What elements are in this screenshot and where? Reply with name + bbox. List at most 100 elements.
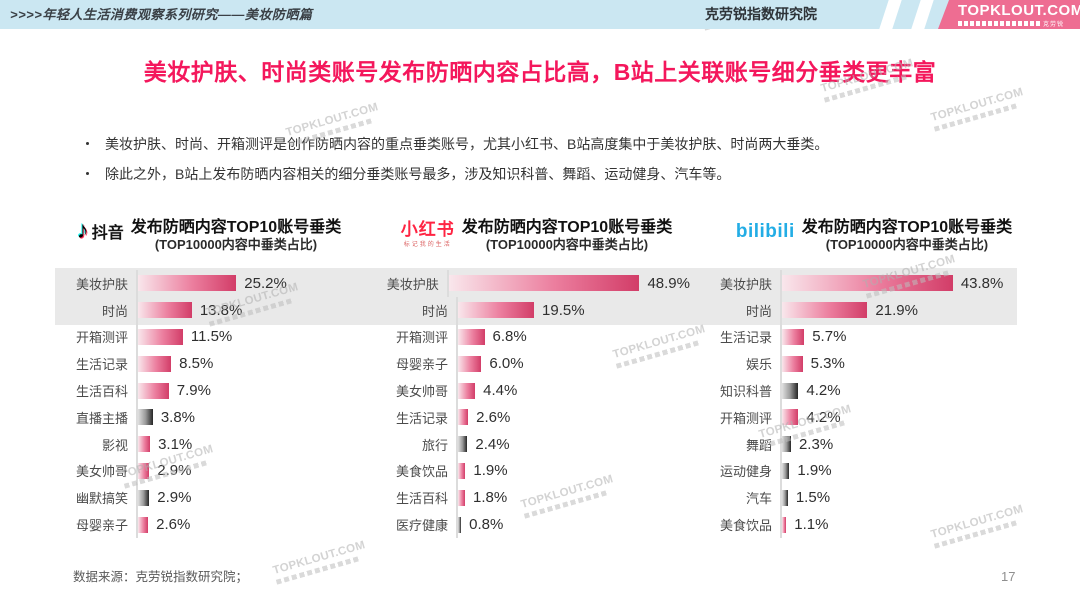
category-label: 开箱测评 [719, 410, 772, 426]
value-label: 7.9% [176, 382, 211, 400]
bar-area: 1.9% [780, 457, 1055, 485]
value-label: 48.9% [647, 274, 690, 292]
bullet-item: 美妆护肤、时尚、开箱测评是创作防晒内容的重点垂类账号，尤其小红书、B站高度集中于… [86, 134, 1006, 154]
bar-area: 1.8% [456, 484, 690, 512]
value-label: 1.8% [473, 489, 508, 507]
value-bar [782, 355, 803, 372]
top-bar: >>>>年轻人生活消费观察系列研究——美妆防晒篇 克劳锐指数研究院 TOPKLO… [0, 0, 1080, 29]
value-bar [458, 355, 482, 372]
chart-row: 直播主播 3.8% [40, 403, 378, 431]
category-label: 生活记录 [75, 357, 128, 373]
category-label: 汽车 [745, 491, 772, 507]
bar-area: 2.9% [136, 484, 378, 512]
category-label: 美女帅哥 [75, 464, 128, 480]
bar-area: 48.9% [446, 270, 690, 297]
xiaohongshu-tagline: 标记我的生活 [403, 242, 452, 248]
value-bar [138, 328, 183, 345]
value-bar [458, 516, 462, 533]
chart-row: 生活记录 2.6% [383, 403, 690, 431]
category-label: 美妆护肤 [386, 276, 439, 292]
value-label: 11.5% [190, 328, 233, 346]
category-label: 生活百科 [395, 491, 448, 507]
category-label: 影视 [101, 437, 128, 453]
category-label: 时尚 [101, 303, 128, 319]
value-label: 2.9% [157, 462, 192, 480]
bar-area: 4.4% [456, 377, 690, 404]
douyin-note-icon: ♪ [76, 217, 89, 244]
category-label: 开箱测评 [395, 330, 448, 346]
data-source-note: 数据来源：克劳锐指数研究院； [73, 570, 249, 584]
value-bar [138, 302, 192, 319]
category-label: 时尚 [421, 303, 448, 319]
chart-row: 幽默搞笑 2.9% [40, 484, 378, 512]
value-label: 3.8% [160, 408, 196, 426]
bullet-text: 美妆护肤、时尚、开箱测评是创作防晒内容的重点垂类账号，尤其小红书、B站高度集中于… [105, 136, 829, 152]
value-label: 13.8% [199, 301, 243, 319]
bar-area: 1.1% [780, 511, 1055, 538]
value-label: 2.9% [157, 489, 192, 507]
chart-subtitle: (TOP10000内容中垂类占比) [485, 237, 649, 252]
category-label: 运动健身 [719, 464, 772, 480]
topklout-logo: TOPKLOUT.COM 克劳锐 [938, 0, 1080, 29]
category-label: 生活记录 [395, 410, 448, 426]
value-bar [782, 382, 799, 399]
category-label: 直播主播 [75, 410, 128, 426]
tagline-strip [958, 21, 1040, 26]
bar-area: 5.3% [780, 350, 1055, 378]
topklout-logo-text: TOPKLOUT.COM [958, 2, 1080, 19]
value-bar [782, 409, 799, 426]
bar-area: 11.5% [136, 323, 378, 351]
bar-area: 2.4% [456, 430, 690, 458]
value-label: 43.8% [960, 274, 1004, 292]
bar-area: 13.8% [136, 296, 378, 324]
bar-area: 25.2% [136, 270, 378, 297]
value-bar [138, 409, 153, 426]
watermark: TOPKLOUT.COM [271, 535, 369, 585]
value-bar [138, 275, 237, 292]
chart-xiaohongshu: 小红书 标记我的生活 发布防晒内容TOP10账号垂类 (TOP10000内容中垂… [383, 218, 690, 538]
value-bar [138, 489, 150, 506]
chart-row: 美食饮品 1.1% [693, 511, 1055, 538]
bar-area: 3.8% [136, 403, 378, 431]
chart-rows: 美妆护肤 43.8% 时尚 21.9% 生活记录 5.7% 娱乐 5.3% 知识科普 4.2% 开箱… [693, 270, 1055, 538]
category-label: 舞蹈 [745, 437, 772, 453]
chart-row: 时尚 21.9% [693, 296, 1055, 324]
chart-row: 开箱测评 4.2% [693, 403, 1055, 431]
value-bar [458, 409, 469, 426]
chart-row: 美女帅哥 4.4% [383, 377, 690, 404]
value-label: 21.9% [875, 301, 918, 319]
value-bar [782, 462, 790, 479]
value-bar [782, 436, 791, 453]
chart-bilibili: bilibili 发布防晒内容TOP10账号垂类 (TOP10000内容中垂类占… [693, 218, 1055, 538]
chart-row: 时尚 19.5% [383, 296, 690, 324]
bar-area: 2.6% [136, 511, 378, 538]
category-label: 开箱测评 [75, 330, 128, 346]
category-label: 娱乐 [745, 357, 772, 373]
chart-row: 美食饮品 1.9% [383, 457, 690, 485]
chart-row: 开箱测评 11.5% [40, 323, 378, 351]
chart-row: 汽车 1.5% [693, 484, 1055, 512]
bar-area: 2.3% [780, 430, 1055, 458]
douyin-logo: ♪ 抖音 [77, 218, 124, 244]
value-bar [458, 462, 466, 479]
value-bar [782, 302, 868, 319]
chart-row: 生活记录 5.7% [693, 323, 1055, 351]
value-bar [138, 382, 169, 399]
category-label: 美妆护肤 [719, 276, 772, 292]
diagonal-stripe [911, 0, 934, 29]
bar-area: 4.2% [780, 403, 1055, 431]
bar-area: 21.9% [780, 296, 1055, 324]
chart-row: 医疗健康 0.8% [383, 511, 690, 538]
value-label: 2.6% [476, 408, 511, 426]
value-label: 2.4% [475, 435, 510, 453]
value-bar [458, 328, 485, 345]
chart-row: 母婴亲子 2.6% [40, 511, 378, 538]
chart-row: 舞蹈 2.3% [693, 430, 1055, 458]
bar-area: 8.5% [136, 350, 378, 378]
value-bar [138, 516, 149, 533]
category-label: 美妆护肤 [75, 276, 128, 292]
chart-row: 美妆护肤 43.8% [693, 270, 1055, 297]
value-label: 5.3% [810, 355, 845, 373]
bullet-dot [86, 142, 89, 146]
value-bar [138, 355, 172, 372]
